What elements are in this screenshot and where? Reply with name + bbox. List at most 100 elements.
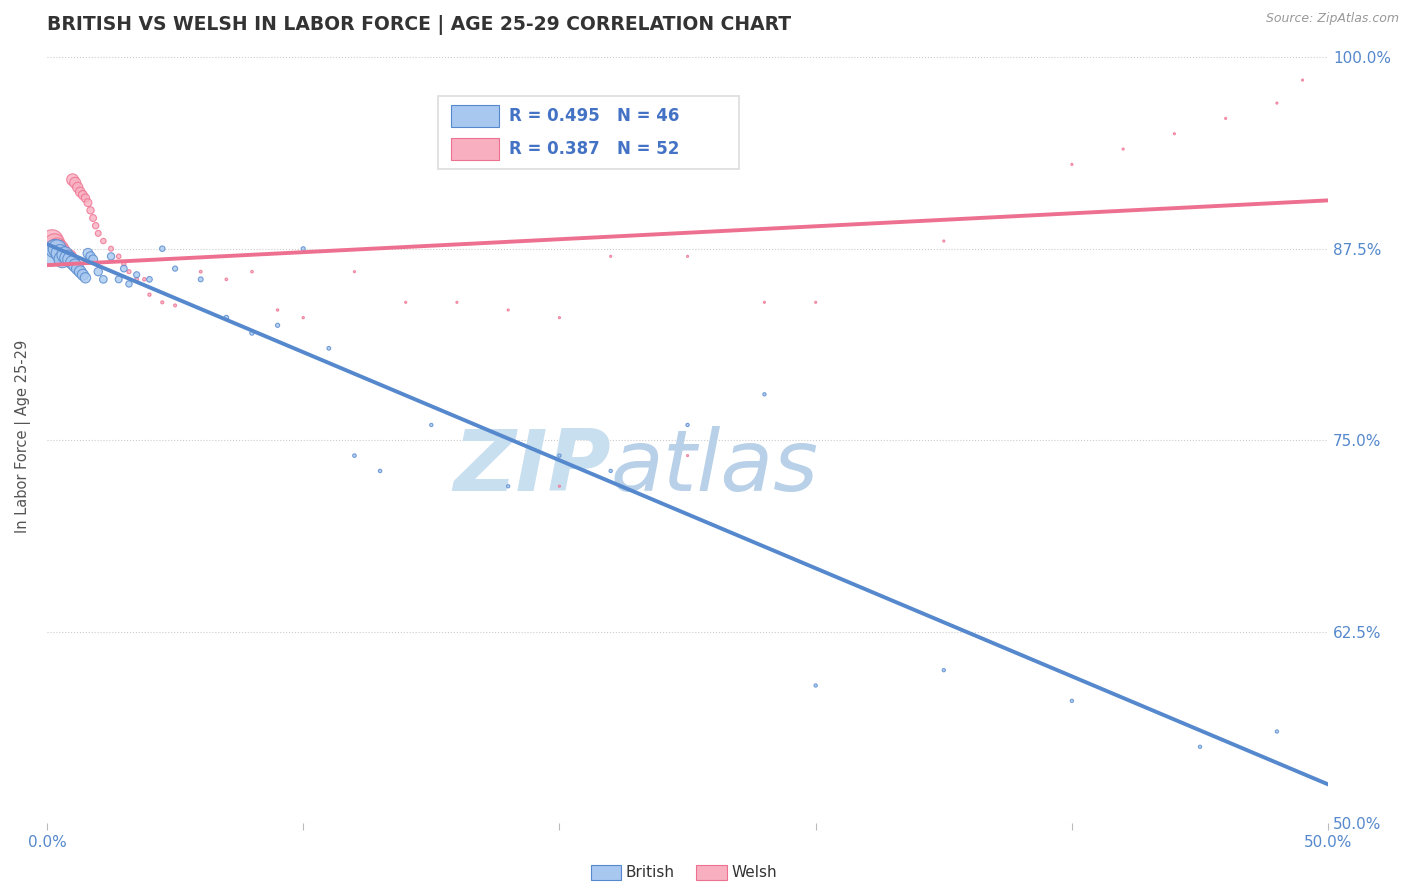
Point	[292, 242, 315, 256]
Point	[41, 234, 63, 248]
Point	[41, 249, 63, 263]
Point	[446, 295, 468, 310]
Point	[84, 219, 107, 233]
Point	[46, 242, 69, 256]
Point	[292, 310, 315, 325]
Point	[82, 252, 104, 267]
Point	[72, 188, 94, 202]
Point	[599, 249, 621, 263]
Point	[496, 303, 519, 318]
Point	[79, 203, 101, 218]
Point	[118, 265, 141, 279]
Point	[266, 303, 288, 318]
Point	[190, 265, 212, 279]
Point	[46, 240, 69, 254]
Point	[87, 265, 110, 279]
Point	[49, 242, 72, 256]
Point	[51, 244, 73, 259]
Point	[266, 318, 288, 333]
Point	[1215, 112, 1237, 126]
Point	[150, 295, 173, 310]
Point	[1189, 739, 1212, 754]
Point	[676, 417, 699, 432]
Text: R = 0.495   N = 46: R = 0.495 N = 46	[509, 107, 681, 125]
Point	[93, 234, 115, 248]
Point	[49, 246, 72, 260]
Point	[66, 180, 89, 194]
Point	[932, 663, 955, 677]
Point	[87, 227, 110, 241]
Text: Welsh: Welsh	[731, 865, 776, 880]
Point	[1291, 73, 1313, 87]
Point	[63, 259, 86, 273]
Point	[75, 270, 97, 285]
Text: BRITISH VS WELSH IN LABOR FORCE | AGE 25-29 CORRELATION CHART: BRITISH VS WELSH IN LABOR FORCE | AGE 25…	[46, 15, 792, 35]
Point	[53, 248, 76, 262]
Point	[1112, 142, 1135, 156]
Point	[62, 172, 84, 186]
Point	[676, 249, 699, 263]
Point	[125, 272, 148, 286]
Point	[134, 272, 156, 286]
Point	[420, 417, 443, 432]
FancyBboxPatch shape	[437, 95, 738, 169]
Point	[107, 249, 129, 263]
Point	[138, 272, 160, 286]
Point	[548, 449, 571, 463]
Point	[150, 242, 173, 256]
Point	[63, 176, 86, 190]
Text: ZIP: ZIP	[453, 425, 610, 509]
Point	[56, 251, 79, 265]
Point	[165, 298, 187, 312]
Point	[69, 185, 91, 199]
Point	[343, 449, 366, 463]
Point	[804, 295, 827, 310]
Text: R = 0.387   N = 52: R = 0.387 N = 52	[509, 140, 681, 158]
Point	[1163, 127, 1185, 141]
Point	[138, 287, 160, 301]
Point	[240, 326, 263, 340]
Point	[548, 310, 571, 325]
Point	[368, 464, 391, 478]
Point	[93, 272, 115, 286]
Point	[59, 249, 82, 263]
Point	[44, 237, 66, 252]
Point	[932, 234, 955, 248]
Point	[44, 242, 66, 256]
Point	[75, 191, 97, 205]
Point	[215, 310, 238, 325]
Point	[599, 464, 621, 478]
Point	[107, 272, 129, 286]
Point	[190, 272, 212, 286]
Point	[112, 261, 135, 276]
Point	[496, 479, 519, 493]
Point	[79, 249, 101, 263]
Text: British: British	[626, 865, 675, 880]
Point	[77, 195, 100, 210]
Point	[1060, 694, 1083, 708]
Point	[100, 249, 122, 263]
Point	[754, 387, 776, 401]
Point	[53, 248, 76, 262]
Text: Source: ZipAtlas.com: Source: ZipAtlas.com	[1265, 12, 1399, 25]
Point	[62, 255, 84, 269]
Point	[215, 272, 238, 286]
Point	[112, 257, 135, 271]
Point	[165, 261, 187, 276]
Point	[804, 678, 827, 692]
Point	[82, 211, 104, 225]
Point	[100, 242, 122, 256]
Text: atlas: atlas	[610, 425, 818, 509]
Point	[318, 341, 340, 355]
Point	[66, 261, 89, 276]
Point	[56, 249, 79, 263]
Point	[125, 268, 148, 282]
Point	[77, 246, 100, 260]
Point	[395, 295, 418, 310]
Point	[1265, 724, 1288, 739]
Bar	[450, 138, 499, 161]
Point	[69, 265, 91, 279]
Point	[548, 479, 571, 493]
Point	[51, 252, 73, 267]
Point	[1265, 96, 1288, 111]
